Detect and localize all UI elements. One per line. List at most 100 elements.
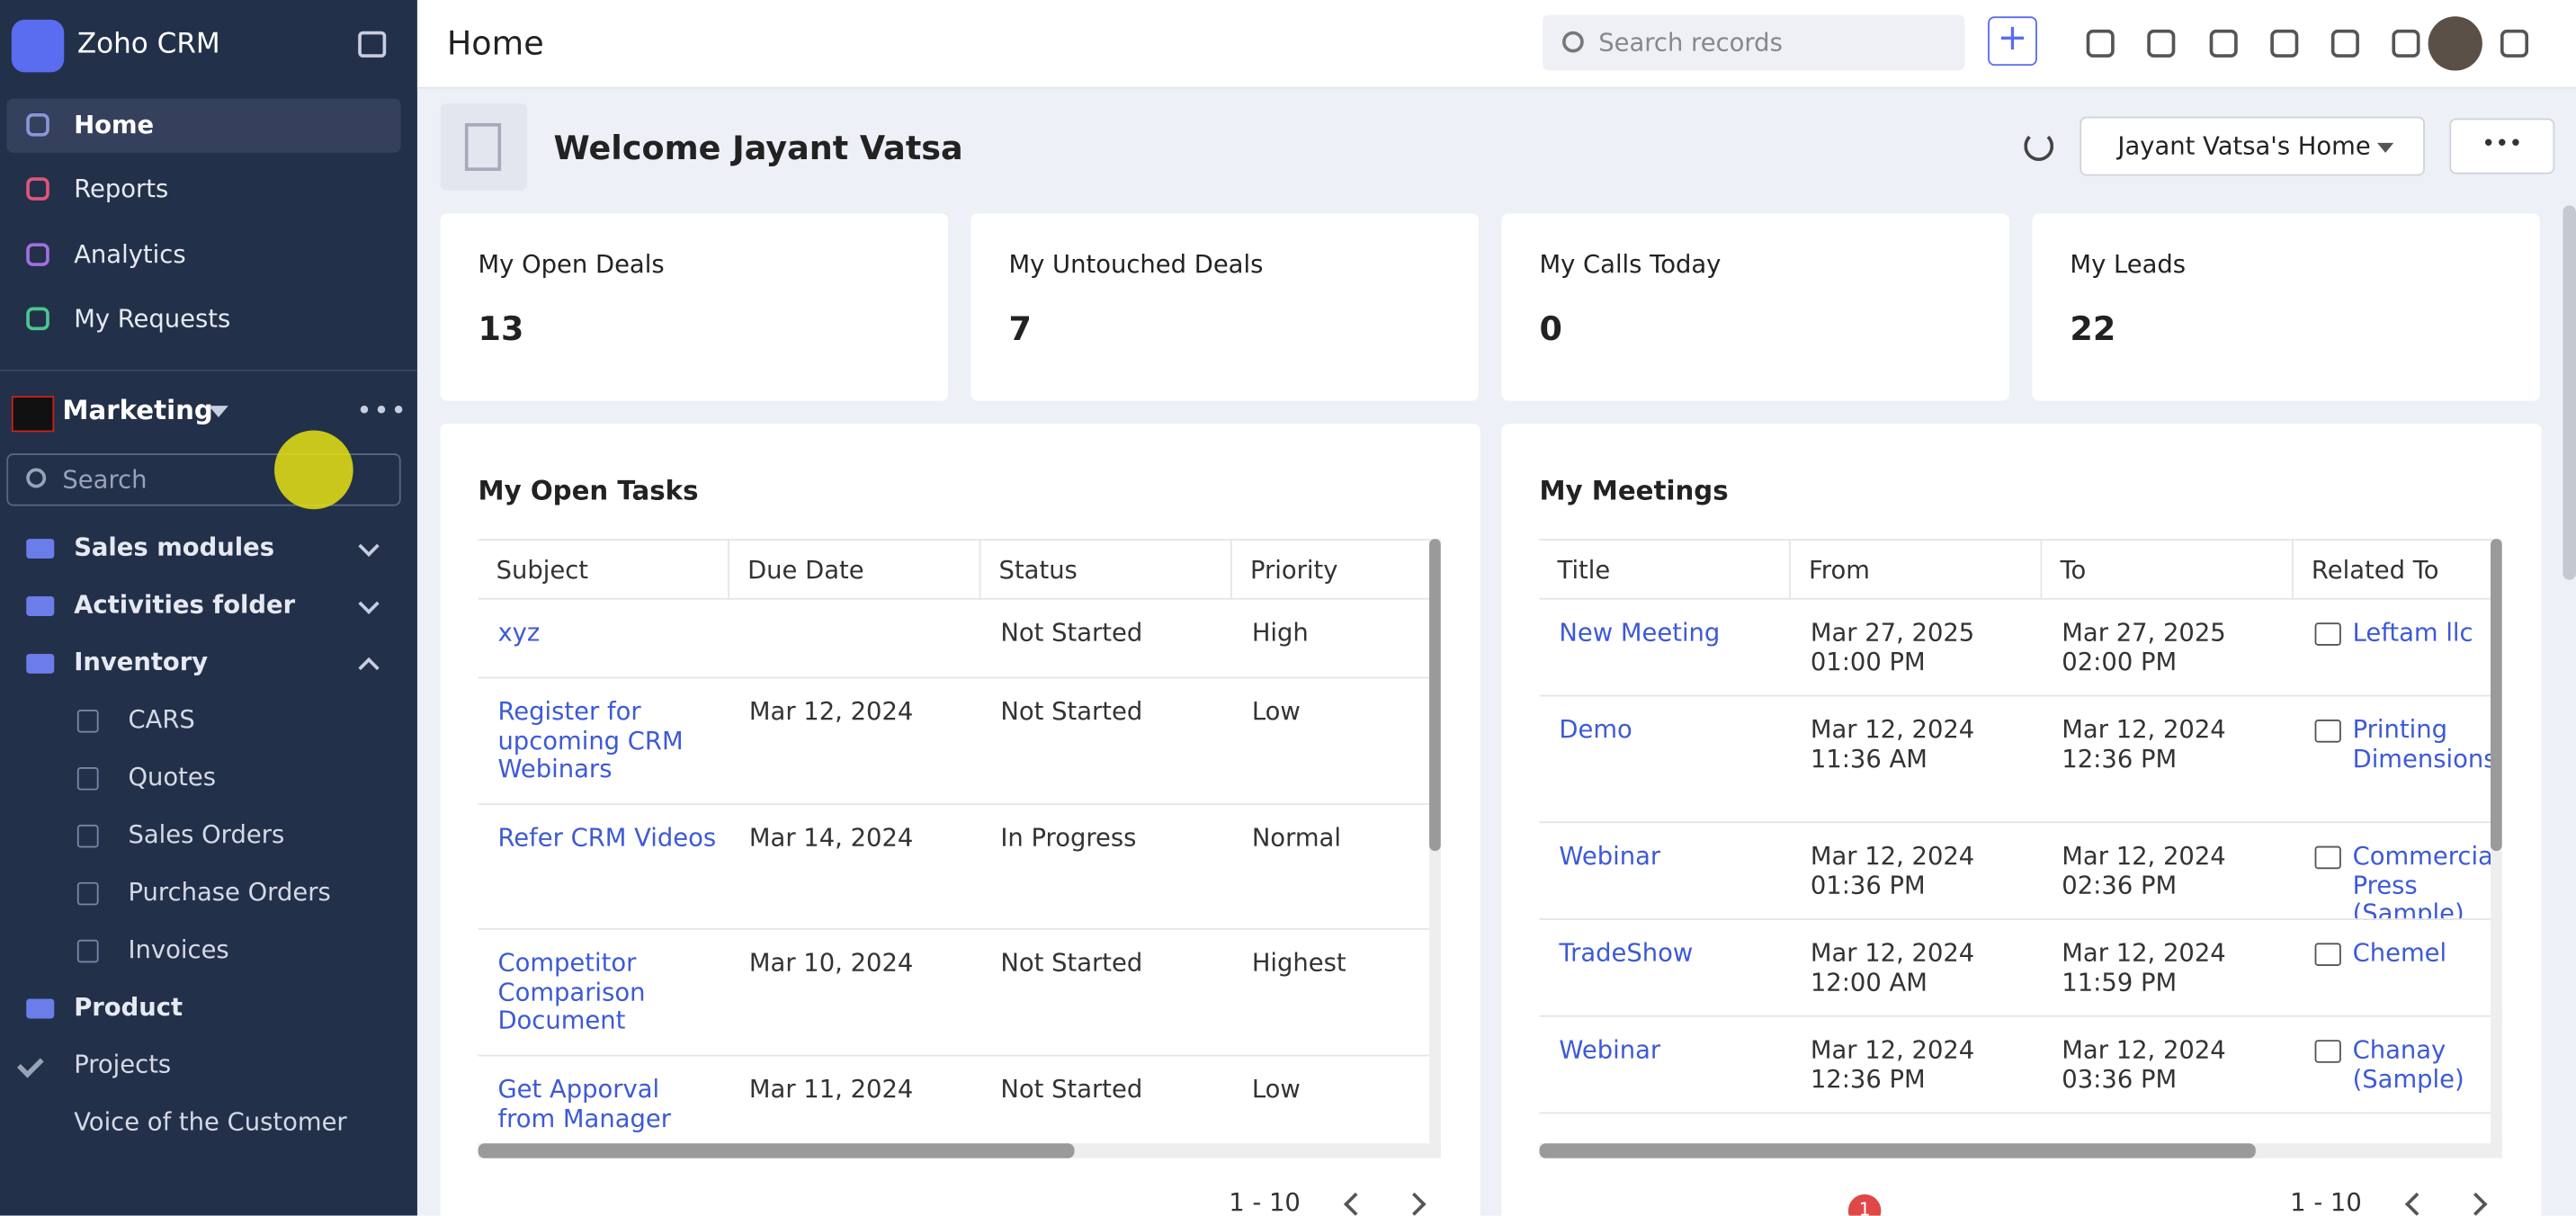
- kpi-card: My Open Deals 13: [440, 213, 948, 401]
- table-cell[interactable]: Commercial Press (Sample): [2352, 843, 2500, 920]
- meetings-card: My Meetings Title From To Related To New Meet…: [1501, 424, 2542, 1216]
- item-icon: [76, 881, 99, 906]
- table-cell[interactable]: Webinar: [1559, 843, 1661, 872]
- refresh-button[interactable]: [2024, 131, 2054, 161]
- row-divider: [1539, 918, 2502, 920]
- prev-page[interactable]: [2404, 1192, 2428, 1216]
- row-divider: [1539, 1112, 2502, 1114]
- table-cell[interactable]: Register for upcoming CRM Webinars: [497, 698, 684, 784]
- column-header: Title: [1539, 539, 1791, 600]
- sidebar-item[interactable]: Projects: [0, 1037, 417, 1095]
- prev-page[interactable]: [1343, 1192, 1367, 1216]
- kpi-value: 22: [2070, 308, 2116, 349]
- welcome-text: Welcome Jayant Vatsa: [553, 128, 963, 168]
- folder[interactable]: Activities folder: [0, 577, 417, 634]
- folder-item[interactable]: Quotes: [0, 749, 417, 807]
- nav-icon: [26, 307, 49, 330]
- create-button[interactable]: +: [1988, 16, 2037, 67]
- table-cell: Normal: [1251, 824, 1341, 853]
- nav-item[interactable]: Analytics: [6, 228, 400, 282]
- table-cell[interactable]: Webinar: [1559, 1036, 1661, 1065]
- more-icon[interactable]: •••: [356, 394, 408, 426]
- toolbar-icon[interactable]: [2147, 29, 2176, 58]
- item-label: Purchase Orders: [128, 877, 331, 908]
- sidebar: Zoho CRM Home Reports Analytics My Requests…: [0, 0, 417, 1216]
- sidebar-search[interactable]: Search: [6, 453, 401, 506]
- folder-item[interactable]: Sales Orders: [0, 807, 417, 864]
- kpi-card: My Calls Today 0: [1501, 213, 2009, 401]
- folder-label: Activities folder: [74, 589, 296, 620]
- toolbar-icon[interactable]: [2330, 29, 2359, 58]
- table-cell: Mar 11, 2024: [748, 1076, 914, 1104]
- table-cell[interactable]: Competitor Comparison Document: [497, 949, 646, 1035]
- folder-item[interactable]: CARS: [0, 692, 417, 749]
- table-cell[interactable]: Chemel: [2352, 939, 2447, 968]
- nav-item[interactable]: Reports: [6, 163, 400, 217]
- table-cell[interactable]: New Meeting: [1559, 619, 1721, 648]
- folder-item[interactable]: Invoices: [0, 922, 417, 979]
- table-cell: In Progress: [1000, 824, 1137, 853]
- toolbar-icon[interactable]: [2500, 29, 2529, 58]
- table-cell[interactable]: Leftam llc: [2352, 619, 2473, 648]
- kpi-value: 0: [1539, 308, 1562, 349]
- table-cell: Not Started: [1000, 698, 1143, 727]
- table-cell[interactable]: Refer CRM Videos: [497, 824, 717, 853]
- h-scroll-thumb[interactable]: [1539, 1143, 2256, 1158]
- column-header: From: [1790, 539, 2043, 600]
- more-button[interactable]: •••: [2449, 118, 2555, 174]
- nav-item[interactable]: Home: [6, 98, 401, 153]
- folder[interactable]: Inventory: [0, 634, 417, 692]
- caret: [2376, 142, 2394, 153]
- dashboard-select[interactable]: Jayant Vatsa's Home: [2080, 116, 2425, 176]
- toolbar-icon[interactable]: [2209, 29, 2238, 58]
- cell-line: 12:36 PM: [2062, 743, 2178, 773]
- table-cell: Mar 12, 2024 12:36 PM: [1791, 1037, 2042, 1114]
- page-title: Home: [446, 22, 544, 63]
- toolbar-icon[interactable]: [2086, 29, 2115, 58]
- kpi-label: My Open Deals: [478, 249, 665, 280]
- cell-line: Mar 27, 2025: [1810, 619, 1975, 648]
- search-placeholder: Search records: [1598, 28, 1783, 58]
- table-cell: Low: [1251, 1076, 1301, 1104]
- cell-line: 12:36 PM: [1810, 1063, 1926, 1094]
- folder[interactable]: Product: [0, 979, 417, 1037]
- table-cell: Mar 12, 2024 12:36 PM: [2042, 716, 2293, 823]
- table-cell[interactable]: Chanay (Sample): [2352, 1036, 2464, 1094]
- table-cell[interactable]: TradeShow: [1559, 939, 1694, 968]
- page-scrollbar[interactable]: [2563, 205, 2576, 580]
- row-divider: [1539, 694, 2502, 697]
- pagination: 1 - 10: [1229, 1187, 1301, 1216]
- table-cell: Not Started: [1000, 619, 1143, 648]
- table-cell: Not Started: [1000, 949, 1143, 978]
- h-scroll-thumb[interactable]: [478, 1143, 1075, 1158]
- sidebar-item[interactable]: Voice of the Customer: [0, 1094, 417, 1151]
- collapse-button[interactable]: [358, 31, 387, 58]
- cell-line: Mar 12, 2024: [1810, 939, 1975, 968]
- tasks-card: My Open Tasks Subject Due Date Status Priori…: [440, 424, 1480, 1216]
- table-cell[interactable]: Printing Dimensions: [2352, 716, 2497, 773]
- toolbar-icon[interactable]: [2270, 29, 2299, 58]
- table-cell[interactable]: Get Apporval from Manager: [497, 1076, 672, 1133]
- global-search[interactable]: Search records: [1543, 14, 1965, 71]
- next-page[interactable]: [1402, 1192, 1427, 1216]
- kpi-card: My Untouched Deals 7: [970, 213, 1479, 401]
- row-divider: [1539, 821, 2502, 824]
- table-cell[interactable]: xyz: [497, 619, 541, 648]
- cell-line: 01:00 PM: [1810, 646, 1926, 676]
- workspace-name[interactable]: Marketing: [62, 394, 213, 426]
- cell-line: 02:36 PM: [2062, 870, 2178, 900]
- column-header: Priority: [1231, 539, 1440, 600]
- next-page[interactable]: [2464, 1192, 2488, 1216]
- nav-item[interactable]: My Requests: [6, 292, 400, 346]
- cell-line: 11:59 PM: [2062, 966, 2178, 997]
- folder[interactable]: Sales modules: [0, 519, 417, 577]
- workspace-caret[interactable]: [208, 406, 228, 417]
- item-label: Sales Orders: [128, 819, 285, 850]
- table-cell[interactable]: Demo: [1559, 716, 1632, 745]
- row-divider: [478, 1054, 1441, 1057]
- folder-item[interactable]: Purchase Orders: [0, 864, 417, 922]
- item-label: Projects: [74, 1050, 172, 1080]
- avatar[interactable]: [2428, 16, 2482, 71]
- chevron: [358, 657, 380, 679]
- toolbar-icon[interactable]: [2392, 29, 2420, 58]
